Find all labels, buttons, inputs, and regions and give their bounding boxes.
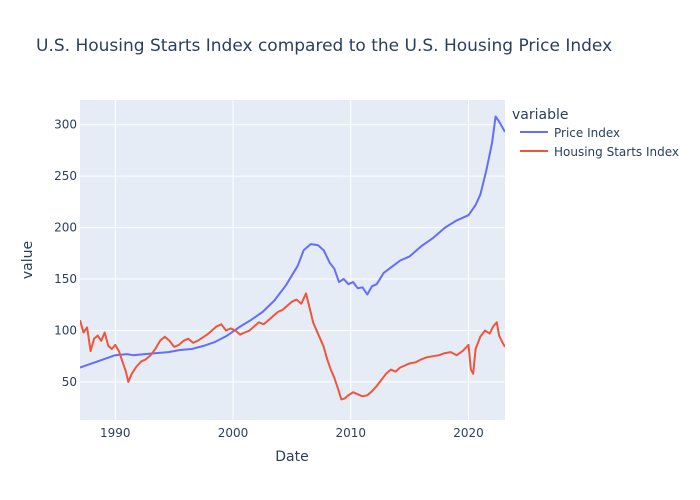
x-tick-label: 2010 (336, 426, 367, 440)
plot-area (80, 100, 505, 420)
y-tick-label: 200 (54, 221, 77, 235)
y-tick-label: 250 (54, 169, 77, 183)
y-axis-label: value (20, 241, 36, 279)
y-tick-label: 100 (54, 323, 77, 337)
legend-items[interactable]: Price Index Housing Starts Index (520, 126, 679, 159)
legend[interactable]: variable Price Index Housing Starts Index (512, 107, 679, 159)
legend-label: Housing Starts Index (554, 145, 679, 159)
chart-title: U.S. Housing Starts Index compared to th… (36, 36, 612, 56)
series-line-price-index (80, 115, 505, 369)
x-tick-label: 2020 (453, 426, 484, 440)
series-line-housing-starts-index (80, 292, 505, 401)
legend-title: variable (512, 107, 568, 123)
legend-label: Price Index (554, 126, 620, 140)
series-layer (80, 115, 505, 401)
x-axis-label: Date (275, 449, 308, 465)
y-tick-label: 300 (54, 118, 77, 132)
y-tick-label: 150 (54, 272, 77, 286)
legend-item[interactable]: Price Index (520, 126, 620, 140)
grid-lines (80, 100, 505, 420)
y-tick-label: 50 (62, 375, 77, 389)
legend-item[interactable]: Housing Starts Index (520, 145, 679, 159)
x-tick-label: 2000 (218, 426, 249, 440)
y-axis-ticks: 50 100 150 200 250 300 (54, 118, 77, 389)
x-axis-ticks: 1990 2000 2010 2020 (100, 426, 484, 440)
x-tick-label: 1990 (100, 426, 131, 440)
